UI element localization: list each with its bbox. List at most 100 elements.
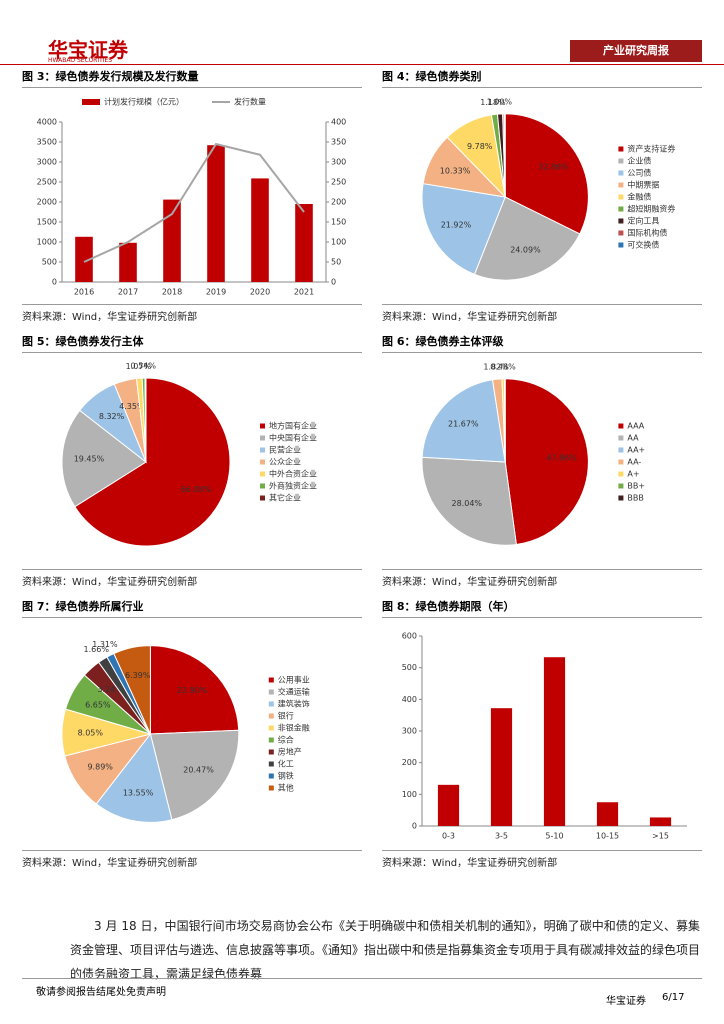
legend-label: 公众企业 bbox=[269, 457, 301, 467]
legend-swatch bbox=[268, 749, 274, 755]
caption: 图 3：绿色债券发行规模及发行数量 bbox=[22, 68, 362, 88]
caption: 图 5：绿色债券发行主体 bbox=[22, 333, 362, 353]
legend-label: 房地产 bbox=[278, 747, 302, 757]
chart: 32.86% 24.09% 21.92% 10.33% 9.78% 1.18%1.00% 资… bbox=[421, 97, 675, 281]
legend-label: 其它企业 bbox=[269, 493, 301, 503]
legend-swatch bbox=[268, 689, 274, 695]
bar bbox=[295, 204, 313, 282]
pie-slice bbox=[113, 645, 151, 735]
legend-label: 其他 bbox=[278, 783, 294, 793]
legend-swatch bbox=[82, 99, 100, 105]
data-label: 1.82% bbox=[483, 363, 509, 372]
legend-label: 化工 bbox=[278, 759, 294, 769]
y-tick-label: 1500 bbox=[37, 218, 57, 227]
data-label: 1.31% bbox=[92, 640, 118, 649]
legend-label: 中期票据 bbox=[627, 180, 659, 190]
data-label: 19.45% bbox=[74, 455, 105, 464]
x-tick-label: 2018 bbox=[162, 288, 182, 297]
legend-swatch bbox=[618, 206, 624, 212]
footer-brand: 华宝证券 bbox=[606, 996, 646, 1007]
x-tick-label: >15 bbox=[652, 832, 669, 841]
x-tick-label: 2021 bbox=[294, 288, 314, 297]
legend-label: 公用事业 bbox=[278, 675, 310, 685]
source: 资料来源：Wind，华宝证券研究创新部 bbox=[382, 569, 702, 588]
y2-tick-label: 50 bbox=[331, 258, 341, 267]
legend-swatch bbox=[268, 701, 274, 707]
bar bbox=[490, 708, 513, 826]
chart: 47.86%28.04%21.67%1.82%0.48%AAAAAAA+AA-A… bbox=[421, 362, 645, 546]
y-tick-label: 400 bbox=[402, 695, 417, 704]
y2-tick-label: 300 bbox=[331, 158, 346, 167]
legend-swatch bbox=[618, 194, 624, 200]
legend-swatch bbox=[618, 182, 624, 188]
data-label: 32.86% bbox=[538, 163, 569, 172]
x-tick-label: 3-5 bbox=[495, 832, 508, 841]
x-tick-label: 5-10 bbox=[545, 832, 563, 841]
pie-slice bbox=[504, 378, 589, 546]
legend-swatch bbox=[260, 483, 265, 489]
legend-swatch bbox=[268, 725, 274, 731]
legend-swatch bbox=[268, 677, 274, 683]
data-label: 28.04% bbox=[452, 499, 483, 508]
data-label: 0.54% bbox=[131, 362, 157, 371]
legend-swatch bbox=[268, 785, 274, 791]
legend-label: 钢铁 bbox=[278, 771, 294, 781]
legend-swatch bbox=[618, 230, 624, 236]
y-tick-label: 500 bbox=[42, 258, 57, 267]
x-tick-label: 0-3 bbox=[442, 832, 455, 841]
data-label: 4.35% bbox=[119, 402, 145, 411]
y-tick-label: 4000 bbox=[37, 118, 57, 127]
legend-label: 中外合资企业 bbox=[269, 469, 317, 479]
data-label: 47.86% bbox=[546, 454, 577, 463]
pie-slice bbox=[473, 196, 581, 281]
legend-swatch bbox=[260, 447, 265, 453]
legend-label: AAA bbox=[627, 422, 644, 431]
y2-tick-label: 400 bbox=[331, 118, 346, 127]
data-label: 1.00% bbox=[487, 97, 513, 106]
data-label: 8.32% bbox=[99, 412, 125, 421]
legend-swatch bbox=[618, 170, 624, 176]
legend-label: 建筑装饰 bbox=[278, 699, 310, 709]
legend-swatch bbox=[260, 435, 265, 441]
data-label: 13.55% bbox=[123, 788, 154, 797]
legend-label: 中央国有企业 bbox=[269, 433, 317, 443]
pie-slice bbox=[421, 182, 506, 275]
legend-label: 地方国有企业 bbox=[269, 421, 317, 431]
bar bbox=[596, 802, 619, 826]
source: 资料来源：Wind，华宝证券研究创新部 bbox=[382, 304, 702, 323]
pie-slice bbox=[74, 377, 231, 547]
legend-label: 综合 bbox=[278, 735, 294, 745]
pie-slice bbox=[149, 729, 240, 821]
y2-tick-label: 350 bbox=[331, 138, 346, 147]
legend-label: 交通运输 bbox=[278, 687, 310, 697]
data-label: 21.92% bbox=[441, 220, 472, 229]
legend-label: 发行数量 bbox=[234, 97, 266, 107]
pie-slice bbox=[503, 113, 506, 198]
source: 资料来源：Wind，华宝证券研究创新部 bbox=[382, 850, 702, 869]
data-label: 66.08% bbox=[181, 485, 212, 494]
y-tick-label: 3000 bbox=[37, 158, 57, 167]
x-tick-label: 2019 bbox=[206, 288, 226, 297]
legend-label: 非银金融 bbox=[278, 723, 310, 733]
legend-label: 民营企业 bbox=[269, 445, 301, 455]
data-label: 8.05% bbox=[78, 728, 104, 737]
logo-en: HWABAO SECURITIES bbox=[48, 57, 113, 64]
bar bbox=[251, 178, 269, 282]
data-label: 20.47% bbox=[183, 765, 214, 774]
data-label: 1.07% bbox=[126, 362, 152, 371]
legend-swatch bbox=[618, 218, 624, 224]
source: 资料来源：Wind，华宝证券研究创新部 bbox=[22, 850, 362, 869]
legend-swatch bbox=[268, 713, 274, 719]
y2-tick-label: 0 bbox=[331, 278, 336, 287]
source: 资料来源：Wind，华宝证券研究创新部 bbox=[22, 569, 362, 588]
legend-swatch bbox=[618, 459, 624, 465]
caption: 图 7：绿色债券所属行业 bbox=[22, 598, 362, 618]
y-tick-label: 2500 bbox=[37, 178, 57, 187]
legend-label: 资产支持证券 bbox=[627, 144, 675, 154]
legend-swatch bbox=[618, 483, 624, 489]
y-tick-label: 500 bbox=[402, 663, 417, 672]
data-label: 24.09% bbox=[510, 245, 541, 254]
data-label: 6.65% bbox=[85, 700, 111, 709]
legend-swatch bbox=[618, 471, 624, 477]
footer-page: 6/17 bbox=[662, 992, 685, 1003]
